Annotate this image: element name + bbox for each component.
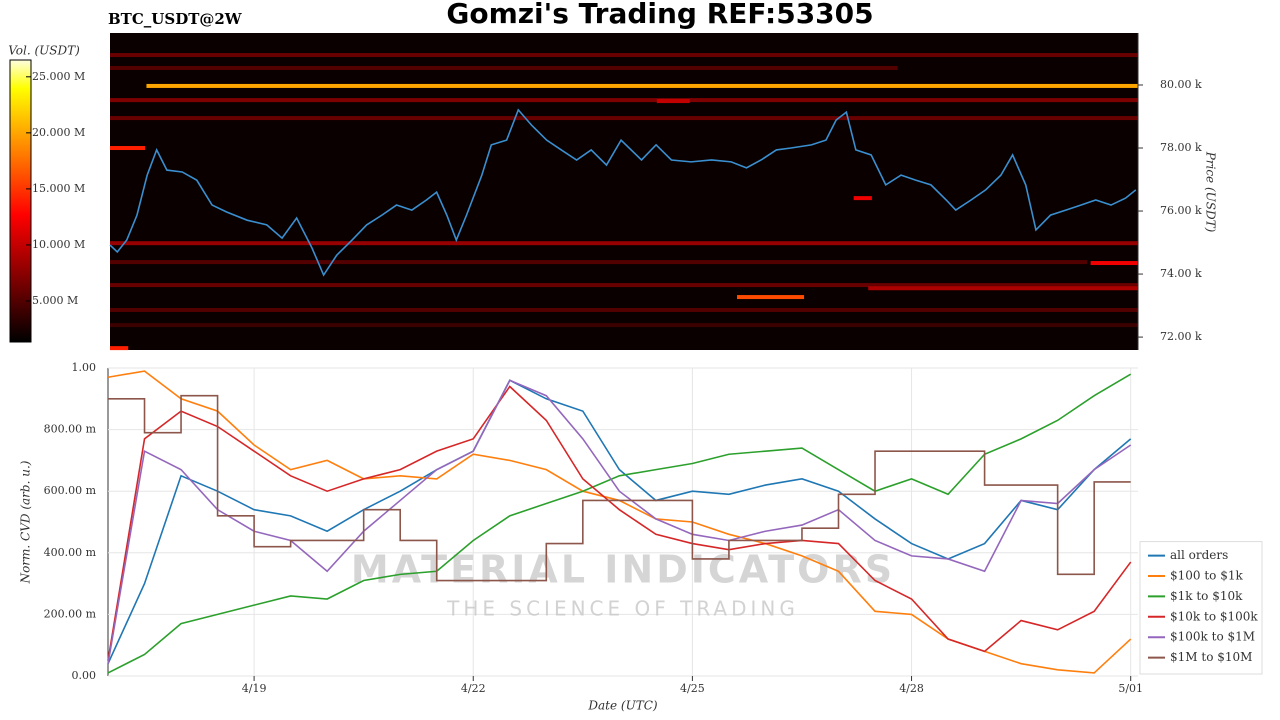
liquidity-level <box>110 307 1138 312</box>
y-tick-label: 72.00 k <box>1160 330 1202 343</box>
liquidity-level <box>110 98 1138 103</box>
cvd-line <box>108 394 1131 582</box>
liquidity-level <box>110 116 1138 121</box>
colorbar-tick-label: 10.000 M <box>32 238 85 251</box>
liquidity-level <box>110 65 898 70</box>
x-tick-label: 4/19 <box>242 682 267 695</box>
liquidity-level <box>110 146 145 151</box>
legend-box <box>1139 541 1263 675</box>
liquidity-level <box>1090 261 1138 266</box>
liquidity-level <box>110 323 1138 328</box>
legend-label: $1M to $10M <box>1170 650 1252 664</box>
colorbar <box>9 59 32 343</box>
x-tick-label: 4/22 <box>461 682 486 695</box>
y-tick-label: 200.00 m <box>44 607 97 620</box>
y-tick-label: 76.00 k <box>1160 204 1202 217</box>
watermark-subtitle: THE SCIENCE OF TRADING <box>446 597 799 621</box>
y-tick-label: 1.00 <box>72 361 97 374</box>
liquidity-level <box>110 260 1087 265</box>
liquidity-level <box>110 283 1138 288</box>
legend-label: all orders <box>1170 548 1228 562</box>
liquidity-level <box>853 196 872 201</box>
cvd-line <box>107 373 1132 674</box>
liquidity-level <box>110 53 1138 58</box>
liquidity-level <box>737 295 805 300</box>
y-axis-label: Price (USDT) <box>1204 151 1218 233</box>
colorbar-tick-label: 5.000 M <box>32 294 78 307</box>
liquidity-level <box>656 99 690 104</box>
legend-label: $1k to $10k <box>1170 589 1243 603</box>
cvd-line <box>107 379 1132 665</box>
y-tick-label: 400.00 m <box>44 546 97 559</box>
colorbar-tick-label: 25.000 M <box>32 70 85 83</box>
cvd-line <box>107 385 1132 661</box>
y-tick-label: 800.00 m <box>44 423 97 436</box>
liquidity-level <box>110 241 1138 246</box>
x-tick-label: 5/01 <box>1118 682 1143 695</box>
colorbar-tick-label: 15.000 M <box>32 182 85 195</box>
x-tick-label: 4/28 <box>899 682 924 695</box>
cvd-line <box>107 379 1132 664</box>
y-axis-label: Norm. CVD (arb. u.) <box>19 460 33 584</box>
legend-label: $10k to $100k <box>1170 609 1258 623</box>
y-tick-label: 0.00 <box>72 669 97 682</box>
y-tick-label: 78.00 k <box>1160 141 1202 154</box>
legend-label: $100 to $1k <box>1170 569 1243 583</box>
colorbar-label: Vol. (USDT) <box>8 44 80 58</box>
liquidity-level <box>868 286 1138 291</box>
colorbar-tick-label: 20.000 M <box>32 126 85 139</box>
watermark-title: MATERIAL INDICATORS <box>351 548 895 592</box>
liquidity-level <box>146 83 1138 88</box>
y-tick-label: 80.00 k <box>1160 78 1202 91</box>
legend-label: $100k to $1M <box>1170 630 1255 644</box>
cvd-line <box>107 370 1132 674</box>
x-tick-label: 4/25 <box>680 682 705 695</box>
liquidity-level <box>110 346 129 351</box>
pair-label: BTC_USDT@2W <box>108 10 243 28</box>
y-tick-label: 600.00 m <box>44 484 97 497</box>
price-line <box>109 108 1137 277</box>
x-axis-label: Date (UTC) <box>587 699 657 713</box>
chart-title: Gomzi's Trading REF:53305 <box>446 0 873 30</box>
y-tick-label: 74.00 k <box>1160 267 1202 280</box>
